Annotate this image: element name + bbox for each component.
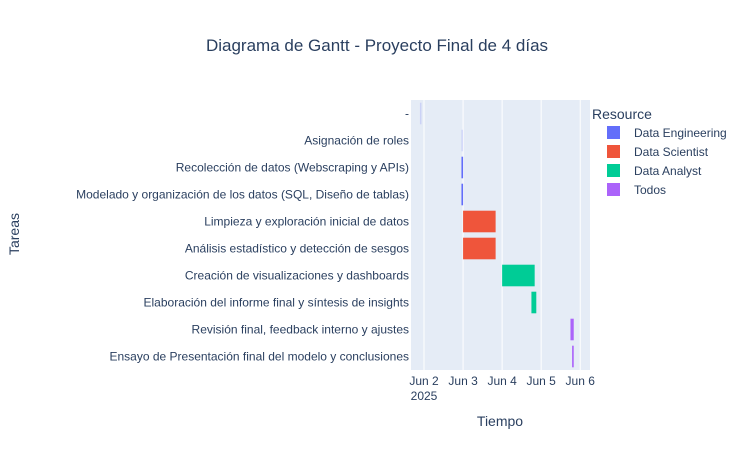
x-tick-labels: Jun 2 Jun 3 Jun 4 Jun 5 Jun 6 [409, 374, 595, 388]
task-bars [419, 102, 574, 368]
legend-swatch[interactable] [607, 164, 620, 177]
legend-label[interactable]: Data Engineering [634, 126, 727, 140]
legend-swatch[interactable] [607, 126, 620, 139]
legend-title: Resource [592, 106, 652, 122]
plot-area [411, 100, 590, 370]
y-tick-label: Revisión final, feedback interno y ajust… [192, 323, 409, 337]
task-bar [419, 102, 422, 125]
y-tick-label: Asignación de roles [304, 134, 409, 148]
y-tick-label: Limpieza y exploración inicial de datos [204, 215, 409, 229]
task-bar [570, 318, 574, 341]
y-tick-label: - [405, 107, 409, 121]
legend-label[interactable]: Data Analyst [634, 164, 702, 178]
y-tick-labels: - Asignación de roles Recolección de datos… [76, 107, 409, 364]
x-tick-label: Jun 3 [448, 374, 478, 388]
y-axis-title: Tareas [6, 213, 22, 255]
x-axis-title: Tiempo [477, 413, 523, 429]
legend-label[interactable]: Data Scientist [634, 145, 709, 159]
task-bar [461, 156, 464, 179]
y-tick-label: Modelado y organización de los datos (SQ… [76, 188, 409, 202]
y-tick-label: Ensayo de Presentación final del modelo … [109, 350, 409, 364]
task-bar [572, 345, 574, 368]
y-tick-label: Recolección de datos (Webscraping y APIs… [176, 161, 409, 175]
x-gridlines [423, 100, 581, 370]
legend-swatch[interactable] [607, 183, 620, 196]
task-bar [463, 210, 496, 233]
y-tick-label: Elaboración del informe final y síntesis… [144, 296, 409, 310]
task-bar [531, 291, 537, 314]
x-year-label: 2025 [411, 389, 438, 403]
task-bar [461, 129, 463, 152]
task-bar [461, 183, 464, 206]
legend-swatch[interactable] [607, 145, 620, 158]
legend-label[interactable]: Todos [634, 183, 666, 197]
x-tick-label: Jun 5 [527, 374, 557, 388]
y-tick-label: Creación de visualizaciones y dashboards [185, 269, 409, 283]
task-bar [463, 237, 496, 260]
legend: Data Engineering Data Scientist Data Analy… [607, 126, 727, 197]
x-tick-label: Jun 2 [409, 374, 439, 388]
y-tick-label: Análisis estadístico y detección de sesg… [185, 242, 409, 256]
x-tick-label: Jun 4 [487, 374, 517, 388]
x-tick-label: Jun 6 [566, 374, 596, 388]
task-bar [502, 264, 535, 287]
chart-title: Diagrama de Gantt - Proyecto Final de 4 … [206, 36, 548, 55]
